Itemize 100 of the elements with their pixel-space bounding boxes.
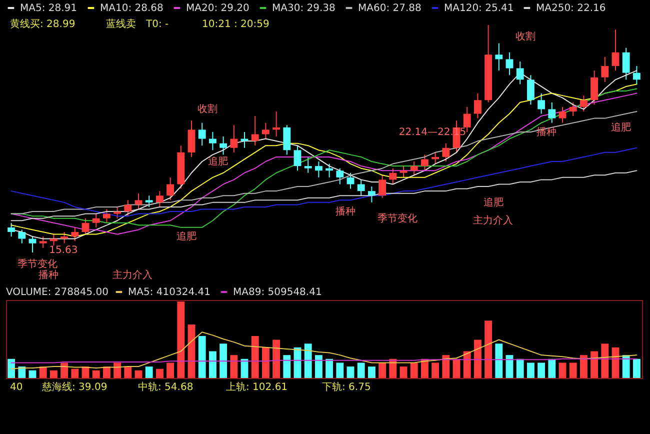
bar [124, 366, 132, 378]
bar [526, 362, 534, 378]
annotation: 追肥 [176, 230, 196, 243]
candlestick [230, 124, 238, 153]
bar [208, 351, 216, 378]
bar [18, 366, 26, 378]
bar [198, 336, 206, 378]
candlestick [442, 142, 450, 162]
text: 慈海线: 39.09 [41, 381, 108, 393]
candlestick [220, 136, 228, 156]
annotation: 15.63 [49, 245, 78, 256]
candlestick [134, 192, 142, 210]
candlestick [8, 222, 16, 238]
candlestick [474, 92, 482, 119]
bar [220, 344, 228, 378]
candlestick [208, 131, 216, 151]
candlestick [251, 116, 259, 146]
bar [166, 362, 174, 378]
bar [304, 344, 312, 378]
annotation: 收割 [516, 30, 536, 42]
bar [92, 370, 100, 378]
bar [272, 340, 280, 378]
bar [39, 366, 47, 378]
legend-label: MA30: 29.38 [272, 3, 336, 14]
bar [314, 355, 322, 378]
bar [432, 362, 440, 378]
candlestick [39, 236, 47, 248]
bar [410, 362, 418, 378]
candlestick [294, 145, 302, 172]
bar [28, 370, 36, 378]
bar [346, 366, 354, 378]
bar [71, 368, 79, 378]
candlestick [92, 213, 100, 228]
bar [145, 366, 153, 378]
candlestick [357, 179, 365, 196]
bar [114, 362, 122, 378]
candlestick [432, 152, 440, 164]
text: 主力介入 [112, 269, 153, 282]
annotation: 10:21 : 20:59 [202, 19, 270, 30]
bar [156, 368, 164, 378]
bar [400, 366, 408, 378]
candlestick [304, 156, 312, 174]
text: 中轨: 54.68 [138, 381, 194, 393]
candlestick [368, 186, 376, 203]
candlestick [612, 29, 620, 72]
bar [336, 362, 344, 378]
bar [548, 358, 556, 378]
candlestick [336, 168, 344, 185]
bar [8, 358, 16, 378]
candlestick [198, 122, 206, 146]
candlestick [82, 218, 90, 235]
annotation: 收割 [198, 103, 218, 116]
bar [569, 362, 577, 378]
legend-label: MA10: 28.68 [100, 3, 164, 14]
bar [378, 362, 386, 378]
candlestick [632, 66, 640, 85]
candlestick [50, 234, 58, 246]
legend-label: MA5: 410324.41 [128, 287, 210, 298]
candlestick [590, 70, 598, 106]
candlestick [326, 163, 334, 178]
annotation: 追肥 [484, 196, 504, 208]
candlestick [272, 110, 280, 137]
candlestick [102, 208, 110, 224]
candlestick [166, 176, 174, 201]
bar [590, 351, 598, 378]
candlestick [346, 172, 354, 190]
candlestick [124, 200, 132, 217]
legend-label: MA89: 509548.41 [233, 287, 322, 298]
candlestick [71, 226, 79, 242]
bar [230, 355, 238, 378]
annotation: 蓝线卖 [106, 18, 136, 30]
bar [60, 362, 68, 378]
bar [538, 362, 546, 378]
annotation: 追肥 [208, 156, 228, 168]
candlestick [410, 161, 418, 176]
bar [463, 351, 471, 378]
candlestick [495, 42, 503, 72]
annotation: 主力介入 [473, 214, 514, 227]
candlestick [283, 124, 291, 156]
candlestick [538, 92, 546, 114]
bar [102, 366, 110, 378]
candlestick [114, 206, 122, 219]
bar [357, 362, 365, 378]
annotation: 播种 [335, 206, 356, 218]
text: 季节变化 [17, 258, 58, 270]
text: 40 [10, 382, 23, 393]
bar [262, 347, 270, 378]
bar [580, 355, 588, 378]
candlestick [506, 52, 514, 76]
bar [558, 362, 566, 378]
text: 下轨: 6.75 [322, 381, 371, 393]
bar [474, 340, 482, 378]
bar [506, 355, 514, 378]
legend-label: MA250: 22.16 [536, 3, 606, 14]
annotation: 播种 [536, 126, 557, 138]
bar [134, 370, 142, 378]
candlestick [622, 47, 630, 80]
bar [495, 344, 503, 378]
annotation: 黄线买: 28.99 [10, 18, 76, 30]
bar [368, 366, 376, 378]
